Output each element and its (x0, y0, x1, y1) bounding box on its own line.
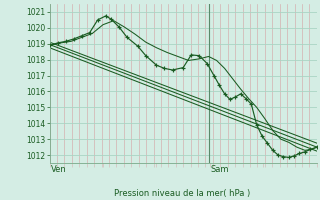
Text: Pression niveau de la mer( hPa ): Pression niveau de la mer( hPa ) (114, 189, 251, 198)
Text: Ven: Ven (51, 165, 67, 174)
Text: Sam: Sam (210, 165, 229, 174)
